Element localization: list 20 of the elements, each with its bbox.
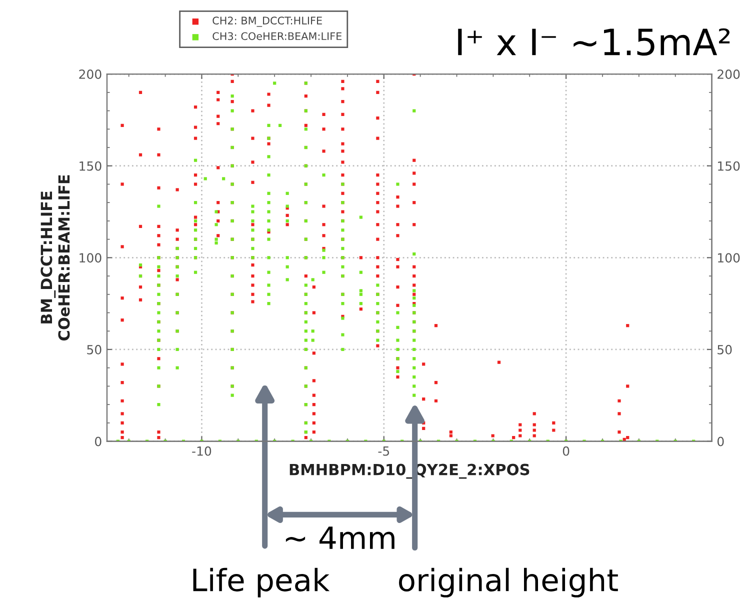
x-tick-label: -5 [378, 446, 390, 456]
x-tick-label: -10 [192, 446, 212, 456]
text: ~ 4mm [286, 526, 394, 549]
y2-tick-label: 50 [718, 344, 732, 354]
chart-title: I⁺ x I⁻ ~1.5mA² [458, 28, 730, 56]
y-tick-label: 50 [87, 344, 102, 354]
legend-label: CH2: BM_DCCT:HLIFE [212, 16, 322, 27]
y-tick-label: 0 [95, 436, 102, 446]
y-tick-label: 150 [80, 161, 102, 171]
y2-tick-label: 100 [718, 253, 740, 263]
y-tick-label: 200 [79, 70, 102, 79]
legend-label: CH3: COeHER:BEAM:LIFE [212, 32, 342, 40]
x-tick-label: 0 [562, 446, 570, 456]
y2-tick-label: 200 [718, 70, 740, 79]
y-axis-title: BM_DCCT:HLIFE COeHER:BEAM:LIFE [40, 175, 70, 340]
y2-tick-label: 150 [718, 161, 740, 171]
text: original height [399, 568, 618, 598]
y-tick-label: 100 [80, 253, 102, 263]
text: Life peak [193, 568, 330, 598]
y2-tick-label: 0 [717, 436, 724, 446]
